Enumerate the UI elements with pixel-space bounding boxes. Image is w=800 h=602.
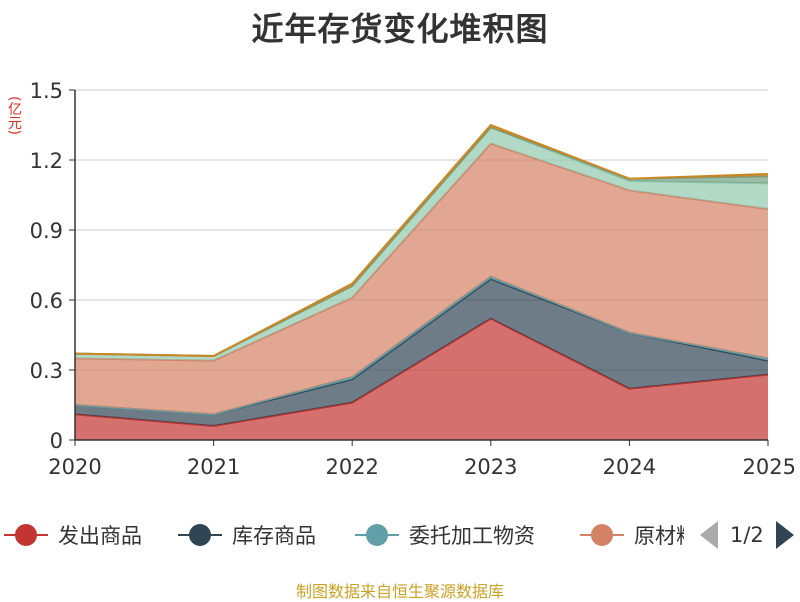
- legend-pager: 1/2: [700, 515, 794, 555]
- y-tick-label: 0.9: [30, 219, 63, 243]
- legend-item-1[interactable]: 库存商品: [178, 515, 348, 555]
- legend-item-0[interactable]: 发出商品: [4, 515, 174, 555]
- legend-label: 发出商品: [58, 524, 142, 548]
- x-tick-label: 2020: [48, 455, 101, 479]
- area-series-0: [75, 318, 768, 440]
- y-tick-label: 0: [50, 429, 63, 453]
- chart-legend: 发出商品 库存商品 委托加工物资 原材料: [0, 515, 800, 555]
- y-tick-label: 0.6: [30, 289, 63, 313]
- x-tick-label: 2025: [743, 455, 796, 479]
- legend-marker-icon: [355, 515, 399, 555]
- legend-next-page-icon[interactable]: [775, 521, 794, 549]
- x-tick-label: 2023: [464, 455, 517, 479]
- y-tick-label: 0.3: [30, 359, 63, 383]
- legend-label: 委托加工物资: [409, 524, 535, 548]
- x-tick-label: 2022: [325, 455, 378, 479]
- legend-marker-icon: [4, 515, 48, 555]
- legend-marker-icon: [580, 515, 624, 555]
- legend-marker-icon: [178, 515, 222, 555]
- legend-page-indicator: 1/2: [730, 523, 764, 547]
- legend-item-2[interactable]: 委托加工物资: [355, 515, 575, 555]
- chart-title: 近年存货变化堆积图: [251, 10, 549, 48]
- legend-label: 原材料: [634, 524, 684, 548]
- area-series-3: [75, 143, 768, 415]
- x-tick-label: 2021: [187, 455, 240, 479]
- legend-item-3[interactable]: 原材料: [580, 515, 684, 555]
- legend-prev-page-icon[interactable]: [700, 521, 718, 549]
- y-axis-unit-label: (亿元): [6, 96, 22, 135]
- y-tick-label: 1.2: [30, 149, 63, 173]
- area-line-series-6: [74, 123, 769, 358]
- legend-label: 库存商品: [232, 524, 316, 548]
- data-source-note: 制图数据来自恒生聚源数据库: [295, 582, 504, 601]
- y-tick-label: 1.5: [30, 79, 63, 103]
- x-tick-label: 2024: [603, 455, 656, 479]
- area-series-1: [75, 279, 768, 426]
